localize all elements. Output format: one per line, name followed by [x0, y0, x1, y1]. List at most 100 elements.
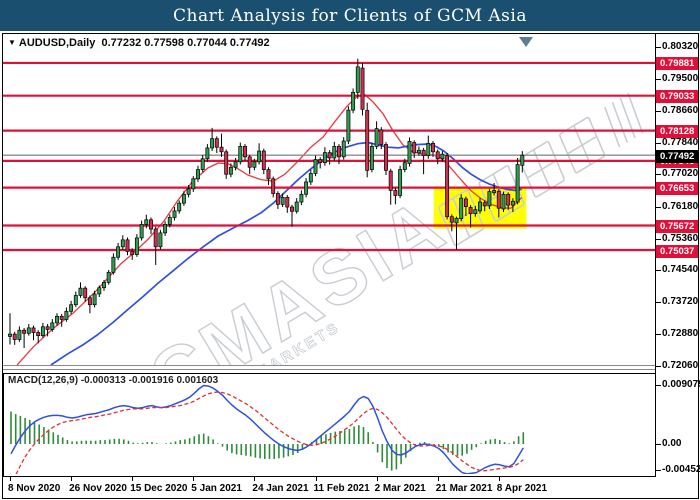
candle-body — [487, 191, 492, 207]
candle-body — [125, 239, 130, 252]
cjk-slash — [611, 102, 629, 143]
price-tick-label: 0.76180 — [662, 200, 699, 212]
price-chart-area[interactable]: GCMASIACAPITAL MARKETS — [3, 34, 655, 365]
candle-body — [308, 173, 313, 183]
candle-body — [426, 142, 431, 157]
price-tick-label: 0.80320 — [662, 41, 699, 52]
candle-body — [102, 281, 106, 289]
macd-tick-label: -0.004523 — [662, 464, 700, 475]
candle-body — [17, 329, 22, 340]
candle-body — [322, 152, 327, 163]
price-tick-mark — [656, 365, 661, 367]
candle-body — [36, 332, 41, 336]
candle-body — [252, 161, 257, 168]
candle-body — [449, 216, 454, 223]
candle-body — [22, 329, 27, 334]
macd-signal-line — [10, 391, 524, 487]
candle-body — [45, 326, 50, 330]
current-price-tag: 0.77492 — [656, 149, 698, 163]
price-tick-label: 0.77020 — [662, 168, 699, 180]
candle-body — [92, 293, 97, 306]
candle-body — [379, 129, 384, 145]
cjk-glyph-stroke — [573, 125, 592, 166]
time-tick-label: 21 Mar 2021 — [435, 483, 493, 494]
price-axis[interactable]: 0.80320 0.79500 0.78660 0.77840 0.77020 0.761… — [656, 34, 700, 477]
candle-body — [224, 151, 229, 175]
candle-body — [59, 315, 64, 320]
candle-body — [290, 206, 294, 212]
candle-body — [228, 166, 233, 175]
candle-body — [280, 197, 285, 205]
candle-body — [40, 326, 45, 336]
time-tick-label: 11 Feb 2021 — [313, 483, 370, 494]
candle-body — [144, 219, 149, 225]
candle-body — [459, 197, 464, 219]
macd-values: -0.000313 -0.001916 0.001603 — [80, 375, 219, 386]
candle-body — [412, 142, 417, 154]
candlestick-chart[interactable]: GCMASIACAPITAL MARKETS — [3, 34, 655, 365]
candle-body — [510, 200, 515, 206]
price-tick-label: 0.79500 — [662, 72, 699, 84]
candle-body — [304, 181, 309, 195]
candle-body — [116, 246, 121, 258]
candle-body — [318, 159, 323, 163]
macd-main-line — [10, 384, 524, 475]
time-tick-label: 5 Jan 2021 — [191, 483, 242, 494]
candle-body — [196, 169, 200, 180]
candle-body — [416, 149, 421, 154]
candle-body — [243, 146, 247, 158]
price-tick-label: 0.77840 — [662, 136, 699, 148]
candle-body — [407, 141, 412, 164]
candle-body — [454, 217, 459, 224]
candle-body — [506, 193, 511, 206]
candle-body — [261, 150, 266, 170]
chart-header[interactable]: ▼ AUDUSD,Daily 0.77232 0.77598 0.77044 0.… — [8, 37, 270, 49]
candle-body — [69, 304, 74, 312]
time-tick-mark — [132, 477, 134, 481]
macd-pane[interactable]: MACD(12,26,9) -0.000313 -0.001916 0.0016… — [3, 373, 656, 487]
watermark-brand-text: GCMASIA — [80, 181, 461, 365]
chart-window: ▼ AUDUSD,Daily 0.77232 0.77598 0.77044 0.… — [2, 33, 700, 499]
candle-body — [482, 202, 487, 207]
price-tick-label: 0.74540 — [662, 264, 699, 276]
candle-body — [158, 232, 163, 248]
candle-body — [55, 315, 59, 324]
candle-body — [12, 333, 17, 340]
candle-body — [181, 193, 186, 204]
candle-body — [120, 239, 125, 248]
symbol-dropdown-icon[interactable]: ▼ — [8, 38, 16, 47]
price-tick-mark — [656, 174, 661, 176]
candle-body — [285, 197, 290, 208]
candle-body — [266, 169, 271, 180]
sr-price-tag: 0.79881 — [656, 57, 698, 71]
title-banner: Chart Analysis for Clients of GCM Asia — [0, 0, 700, 31]
candle-body — [341, 140, 346, 158]
price-tick-mark — [656, 206, 661, 208]
candle-body — [496, 190, 501, 209]
candle-body — [153, 228, 158, 248]
macd-tick-mark — [656, 444, 661, 445]
time-tick-label: 2 Mar 2021 — [374, 483, 426, 494]
candle-body — [191, 178, 196, 190]
sr-price-tag: 0.79033 — [656, 90, 698, 104]
price-tick-label: 0.78660 — [662, 105, 699, 117]
sr-price-tag: 0.75672 — [656, 219, 698, 233]
candle-body — [332, 146, 337, 159]
candle-body — [468, 207, 473, 214]
time-tick-mark — [10, 477, 11, 481]
candle-body — [163, 224, 168, 234]
candle-body — [78, 287, 83, 296]
price-tick-label: 0.72880 — [662, 328, 699, 340]
time-axis[interactable]: 8 Nov 2020 26 Nov 2020 15 Dec 2020 5 Jan 20… — [3, 477, 655, 497]
time-tick-mark — [376, 477, 378, 481]
candle-body — [478, 201, 482, 212]
candle-body — [26, 327, 31, 334]
candle-body — [214, 138, 219, 148]
candle-body — [219, 146, 224, 153]
candle-body — [87, 297, 92, 306]
candle-body — [111, 256, 116, 273]
pane-splitter[interactable] — [3, 365, 655, 370]
macd-tick-label: 0.009079 — [662, 378, 700, 390]
candle-body — [360, 67, 365, 110]
candle-body — [247, 156, 252, 168]
